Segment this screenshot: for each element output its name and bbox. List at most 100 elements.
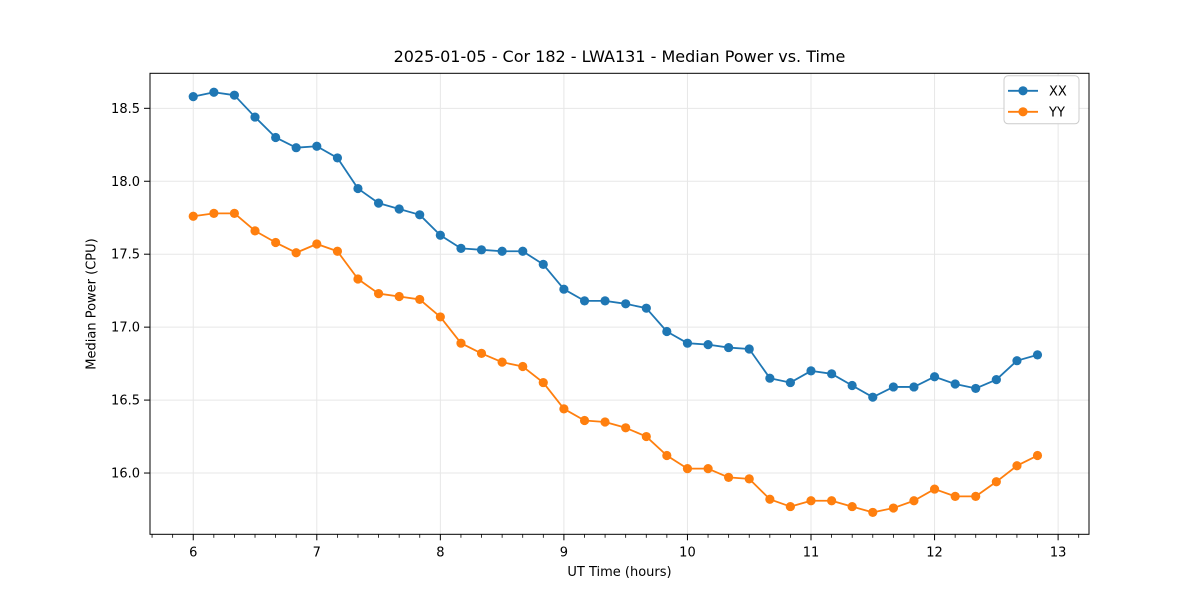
data-point-XX: [476, 245, 487, 255]
legend-marker-YY: [1018, 107, 1028, 117]
data-point-YY: [1012, 461, 1022, 471]
data-point-YY: [518, 361, 528, 372]
chart-title: 2025-01-05 - Cor 182 - LWA131 - Median P…: [393, 47, 846, 66]
y-tick-label: 17.5: [111, 248, 140, 263]
x-tick-label: 12: [926, 545, 943, 560]
data-point-YY: [950, 491, 960, 501]
data-point-XX: [847, 380, 857, 391]
data-point-XX: [888, 382, 899, 392]
data-point-YY: [435, 312, 445, 322]
data-point-XX: [806, 366, 816, 376]
data-point-XX: [271, 132, 281, 143]
x-axis-label: UT Time (hours): [567, 565, 672, 580]
data-point-YY: [271, 237, 281, 248]
data-point-XX: [682, 338, 693, 348]
data-point-YY: [662, 450, 672, 461]
data-point-XX: [662, 326, 672, 337]
data-point-YY: [497, 357, 507, 367]
data-point-XX: [723, 342, 734, 353]
data-point-YY: [559, 404, 569, 414]
data-point-YY: [971, 491, 981, 501]
data-point-XX: [1012, 356, 1022, 366]
data-point-YY: [353, 274, 363, 284]
data-point-XX: [538, 259, 548, 270]
data-point-XX: [641, 303, 651, 313]
x-tick-label: 11: [803, 545, 820, 560]
data-point-XX: [827, 369, 837, 379]
data-point-XX: [950, 379, 960, 389]
data-point-YY: [579, 415, 590, 426]
data-point-YY: [847, 501, 857, 512]
data-point-YY: [291, 248, 301, 258]
data-point-YY: [991, 477, 1001, 487]
legend-label-XX: XX: [1049, 84, 1067, 99]
data-point-XX: [332, 153, 343, 163]
data-point-YY: [827, 496, 837, 506]
data-point-YY: [229, 208, 239, 218]
y-axis-label: Median Power (CPU): [84, 238, 100, 370]
data-point-YY: [1032, 450, 1043, 461]
data-point-YY: [332, 246, 343, 256]
x-tick-label: 6: [189, 545, 197, 560]
data-point-XX: [435, 230, 445, 240]
data-point-XX: [188, 92, 198, 102]
data-point-XX: [394, 204, 404, 214]
data-point-XX: [991, 375, 1001, 385]
data-point-YY: [188, 211, 198, 221]
data-point-XX: [909, 382, 919, 392]
data-point-YY: [641, 431, 651, 442]
data-point-YY: [456, 338, 466, 348]
y-tick-label: 16.5: [111, 394, 140, 409]
data-point-YY: [703, 464, 713, 474]
data-point-XX: [250, 112, 260, 122]
data-point-XX: [353, 183, 363, 194]
legend-label-YY: YY: [1048, 105, 1065, 120]
data-point-YY: [765, 494, 775, 504]
data-point-XX: [229, 90, 239, 100]
data-point-YY: [621, 423, 631, 433]
data-point-XX: [621, 299, 631, 309]
x-tick-label: 7: [313, 545, 321, 560]
data-point-YY: [373, 288, 384, 299]
data-point-YY: [250, 226, 260, 236]
data-point-XX: [209, 87, 219, 97]
data-point-YY: [209, 208, 219, 218]
data-point-XX: [929, 372, 940, 382]
data-point-XX: [312, 141, 322, 151]
data-point-XX: [579, 296, 590, 306]
data-point-YY: [415, 294, 425, 305]
data-point-YY: [785, 501, 795, 512]
x-tick-label: 8: [436, 545, 444, 560]
data-point-XX: [971, 383, 981, 394]
x-tick-label: 9: [560, 545, 568, 560]
legend-box: [1003, 75, 1080, 125]
data-point-XX: [518, 246, 528, 256]
data-point-XX: [744, 344, 754, 354]
y-tick-label: 18.0: [111, 175, 140, 190]
data-point-YY: [312, 239, 322, 249]
data-point-XX: [373, 198, 384, 208]
data-point-YY: [394, 291, 404, 302]
data-point-YY: [868, 507, 878, 518]
data-point-XX: [456, 243, 466, 253]
data-point-YY: [682, 464, 693, 474]
data-point-XX: [291, 143, 301, 153]
data-point-YY: [538, 377, 548, 388]
x-tick-label: 13: [1050, 545, 1067, 560]
series-line-YY: [193, 212, 1038, 514]
y-tick-label: 17.0: [111, 321, 140, 336]
data-point-XX: [868, 392, 878, 402]
data-point-YY: [723, 472, 734, 483]
data-point-XX: [765, 373, 775, 383]
data-point-YY: [888, 503, 899, 513]
data-point-XX: [1032, 350, 1043, 360]
y-tick-label: 16.0: [111, 467, 140, 482]
data-point-YY: [476, 348, 487, 359]
data-point-XX: [415, 210, 425, 220]
data-point-XX: [600, 296, 610, 306]
data-point-XX: [703, 340, 713, 350]
data-point-YY: [600, 417, 610, 427]
data-point-XX: [497, 246, 507, 256]
